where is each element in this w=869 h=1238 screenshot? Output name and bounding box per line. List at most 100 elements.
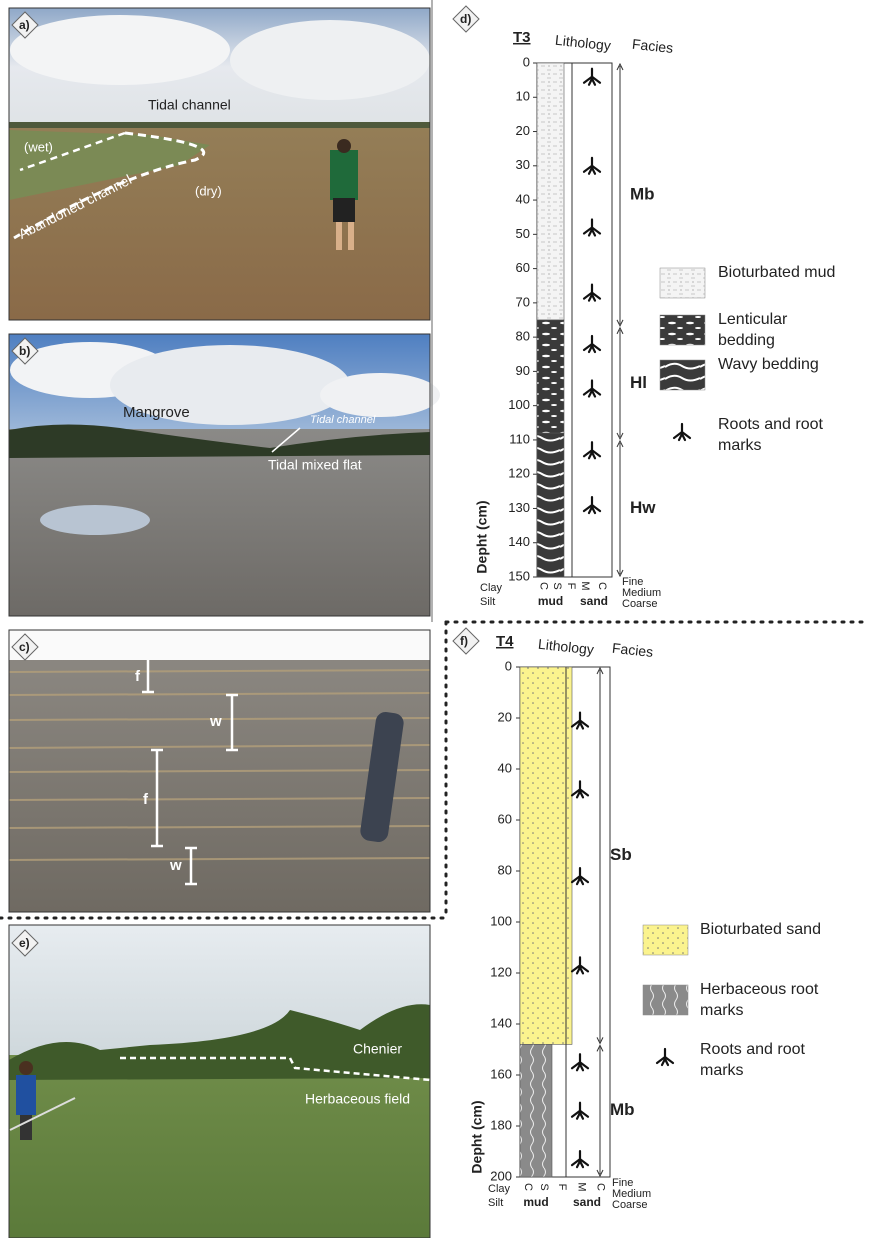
lithology-unit bbox=[520, 1044, 552, 1177]
facies-name: Mb bbox=[610, 1100, 635, 1119]
panel-label: d) bbox=[460, 12, 471, 26]
grain-text: sand bbox=[573, 1195, 601, 1209]
y-tick-label: 120 bbox=[490, 964, 512, 979]
y-tick-label: 100 bbox=[490, 913, 512, 928]
grain-letter: M bbox=[579, 581, 591, 590]
annotation: (wet) bbox=[24, 139, 53, 154]
grain-letter: F bbox=[565, 583, 577, 590]
panel-label: b) bbox=[19, 344, 30, 358]
y-tick-label: 50 bbox=[516, 226, 530, 241]
legend-text: Bioturbated mud bbox=[718, 262, 848, 283]
grain-letter: C bbox=[538, 582, 550, 590]
panel-label: c) bbox=[19, 640, 30, 654]
grain-letter: C bbox=[596, 582, 608, 590]
grain-text: Clay bbox=[488, 1183, 511, 1195]
y-tick-label: 30 bbox=[516, 157, 530, 172]
y-tick-label: 0 bbox=[523, 54, 530, 69]
legend-swatch bbox=[660, 268, 705, 298]
facies-name: Mb bbox=[630, 184, 655, 203]
y-tick-label: 140 bbox=[490, 1015, 512, 1030]
grain-letter: S bbox=[538, 1183, 550, 1190]
panel-label: f) bbox=[460, 634, 468, 648]
y-tick-label: 90 bbox=[516, 363, 530, 378]
lithology-title: Lithology bbox=[537, 636, 594, 658]
y-tick-label: 40 bbox=[498, 760, 512, 775]
legend-text: Wavy bedding bbox=[718, 354, 848, 375]
y-tick-label: 130 bbox=[508, 500, 530, 515]
legend-icon bbox=[657, 1049, 673, 1065]
lithology-unit bbox=[537, 63, 564, 320]
annotation: Herbaceous field bbox=[305, 1091, 410, 1107]
y-tick-label: 10 bbox=[516, 89, 530, 104]
panel-label: a) bbox=[19, 18, 30, 32]
grain-text: Silt bbox=[488, 1197, 503, 1209]
y-tick-label: 20 bbox=[498, 709, 512, 724]
y-tick-label: 60 bbox=[516, 260, 530, 275]
y-tick-label: 60 bbox=[498, 811, 512, 826]
annotation: Chenier bbox=[353, 1041, 402, 1057]
grain-text: Coarse bbox=[612, 1199, 647, 1211]
grain-text: sand bbox=[580, 594, 608, 608]
grain-text: Silt bbox=[480, 596, 495, 608]
annotation: w bbox=[209, 713, 222, 730]
y-tick-label: 100 bbox=[508, 397, 530, 412]
photo-e: Chenier Herbaceous field bbox=[9, 925, 430, 1238]
grain-letter: F bbox=[556, 1184, 568, 1191]
y-tick-label: 20 bbox=[516, 123, 530, 138]
photo-c: f w f w bbox=[9, 630, 430, 912]
legend-text: Lenticular bedding bbox=[718, 309, 848, 351]
y-tick-label: 150 bbox=[508, 568, 530, 583]
annotation: Tidal channel bbox=[148, 97, 231, 113]
figure: Tidal channel (wet) Abandoned channel (d… bbox=[0, 0, 869, 1238]
grain-text: mud bbox=[523, 1195, 548, 1209]
y-tick-label: 180 bbox=[490, 1117, 512, 1132]
grain-text: mud bbox=[538, 594, 563, 608]
y-tick-label: 120 bbox=[508, 466, 530, 481]
y-tick-label: 0 bbox=[505, 658, 512, 673]
lithology-unit bbox=[520, 667, 572, 1044]
facies-name: Sb bbox=[610, 845, 632, 864]
axis-label: Depht (cm) bbox=[469, 1100, 485, 1173]
photo-a: Tidal channel (wet) Abandoned channel (d… bbox=[9, 8, 430, 320]
grain-letter: C bbox=[595, 1183, 607, 1191]
photo-b: Mangrove Tidal channel Tidal mixed flat bbox=[9, 334, 440, 616]
y-tick-label: 200 bbox=[490, 1168, 512, 1183]
grain-letter: S bbox=[551, 582, 563, 589]
grain-letter: C bbox=[522, 1183, 534, 1191]
legend-swatch bbox=[643, 985, 688, 1015]
y-tick-label: 140 bbox=[508, 534, 530, 549]
annotation: Mangrove bbox=[123, 404, 190, 421]
well-name: T4 bbox=[496, 633, 514, 650]
lithology-unit bbox=[537, 433, 564, 577]
grain-text: Clay bbox=[480, 582, 503, 594]
annotation: Tidal channel bbox=[310, 414, 376, 426]
grain-letter: M bbox=[576, 1182, 588, 1191]
lithology-title: Lithology bbox=[554, 32, 611, 54]
axis-label: Depht (cm) bbox=[474, 500, 490, 573]
y-tick-label: 40 bbox=[516, 192, 530, 207]
legend-text: Bioturbated sand bbox=[700, 919, 850, 940]
y-tick-label: 160 bbox=[490, 1066, 512, 1081]
y-tick-label: 80 bbox=[516, 329, 530, 344]
legend-swatch bbox=[660, 315, 705, 345]
annotation: w bbox=[169, 857, 182, 874]
legend-icon bbox=[674, 424, 690, 440]
facies-name: Hw bbox=[630, 498, 656, 517]
y-tick-label: 70 bbox=[516, 294, 530, 309]
grain-text: Coarse bbox=[622, 598, 657, 610]
y-tick-label: 110 bbox=[509, 431, 530, 446]
y-tick-label: 80 bbox=[498, 862, 512, 877]
facies-title: Facies bbox=[611, 640, 654, 660]
panel-label: e) bbox=[19, 936, 30, 950]
legend-text: Herbaceous root marks bbox=[700, 979, 850, 1021]
legend-swatch bbox=[643, 925, 688, 955]
lithology-unit bbox=[537, 320, 564, 433]
legend-swatch bbox=[660, 360, 705, 390]
annotation: (dry) bbox=[195, 183, 222, 198]
annotation: Tidal mixed flat bbox=[268, 457, 362, 473]
legend-text: Roots and root marks bbox=[700, 1039, 850, 1081]
well-name: T3 bbox=[513, 29, 531, 46]
facies-title: Facies bbox=[631, 36, 674, 56]
legend-text: Roots and root marks bbox=[718, 414, 848, 456]
facies-name: Hl bbox=[630, 373, 647, 392]
